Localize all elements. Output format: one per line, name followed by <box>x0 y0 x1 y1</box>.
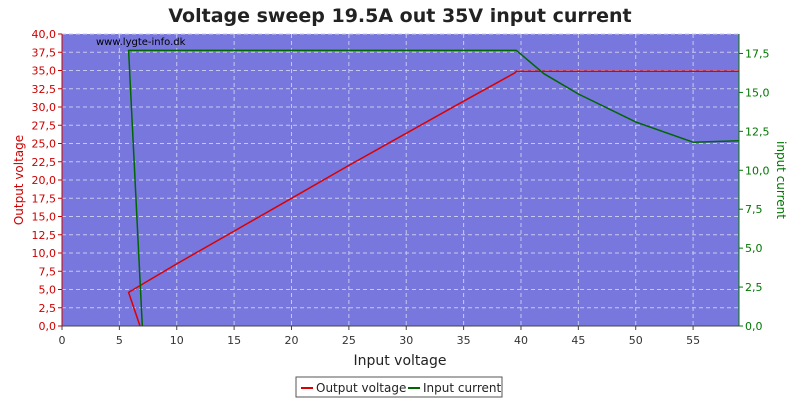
y-left-tick-label: 32,5 <box>32 83 57 96</box>
y-left-label: Output voltage <box>12 135 26 225</box>
x-tick-label: 30 <box>399 334 413 347</box>
y-right-tick-label: 12,5 <box>745 125 770 138</box>
x-tick-label: 55 <box>686 334 700 347</box>
y-left-tick-label: 17,5 <box>32 192 57 205</box>
y-right-tick-label: 10,0 <box>745 164 770 177</box>
series-layer <box>127 49 740 327</box>
y-left-tick-label: 10,0 <box>32 247 57 260</box>
y-right-tick-label: 17,5 <box>745 47 770 60</box>
chart-title: Voltage sweep 19.5A out 35V input curren… <box>168 5 631 27</box>
y-left-tick-label: 40,0 <box>32 28 57 41</box>
series-line-output-voltage <box>127 70 739 327</box>
y-left-tick-label: 12,5 <box>32 229 57 242</box>
y-left-tick-label: 7,5 <box>39 265 57 278</box>
y-right-tick-label: 5,0 <box>745 242 763 255</box>
x-tick-label: 45 <box>571 334 585 347</box>
y-left-tick-label: 15,0 <box>32 211 57 224</box>
y-left-tick-label: 37,5 <box>32 46 57 59</box>
legend-box <box>295 376 503 398</box>
legend: Output voltage Input current <box>295 376 503 398</box>
y-left-tick-label: 0,0 <box>39 320 57 333</box>
legend-label-input-current: Input current <box>423 381 501 395</box>
y-right-tick-label: 15,0 <box>745 86 770 99</box>
series-line-input-current <box>127 49 740 327</box>
x-tick-label: 50 <box>629 334 643 347</box>
x-axis-ticks: 0 5 10 15 20 25 30 35 40 45 50 55 <box>59 326 700 347</box>
y-right-tick-label: 7,5 <box>745 203 763 216</box>
y-right-tick-label: 0,0 <box>745 320 763 333</box>
y-left-tick-label: 20,0 <box>32 174 57 187</box>
x-tick-label: 15 <box>227 334 241 347</box>
y-left-tick-label: 2,5 <box>39 302 57 315</box>
legend-label-output-voltage: Output voltage <box>316 381 406 395</box>
x-tick-label: 10 <box>170 334 184 347</box>
y-left-tick-label: 25,0 <box>32 138 57 151</box>
watermark: www.lygte-info.dk <box>96 37 186 48</box>
y-left-tick-label: 35,0 <box>32 65 57 78</box>
x-tick-label: 25 <box>342 334 356 347</box>
y-right-tick-label: 2,5 <box>745 281 763 294</box>
left-axis-ticks: 0,0 2,5 5,0 7,5 10,0 12,5 15,0 17,5 20,0 22,5 25,0… <box>32 28 62 333</box>
y-left-tick-label: 5,0 <box>39 284 57 297</box>
x-axis-label: Input voltage <box>353 353 446 369</box>
grid-lines <box>61 33 739 327</box>
x-tick-label: 40 <box>514 334 528 347</box>
right-axis-ticks: 0,0 2,5 5,0 7,5 10,0 12,5 15,0 17,5 <box>739 47 770 333</box>
y-left-tick-label: 30,0 <box>32 101 57 114</box>
x-tick-label: 0 <box>59 334 66 347</box>
x-tick-label: 5 <box>116 334 123 347</box>
y-left-tick-label: 27,5 <box>32 119 57 132</box>
y-right-label: input current <box>774 141 788 219</box>
y-left-tick-label: 22,5 <box>32 156 57 169</box>
x-tick-label: 35 <box>457 334 471 347</box>
x-tick-label: 20 <box>284 334 298 347</box>
